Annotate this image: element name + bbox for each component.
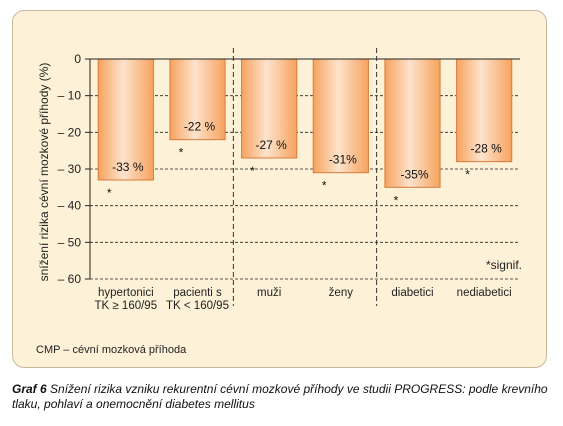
x-category-label: nediabetici bbox=[457, 287, 512, 299]
y-tick-label: – 60 bbox=[58, 272, 82, 286]
bar-value-label: -31% bbox=[329, 153, 357, 167]
bar bbox=[384, 58, 441, 188]
bar-value-label: -33 % bbox=[112, 160, 144, 174]
bar-value-label: -28 % bbox=[470, 142, 502, 156]
x-category-label: TK ≥ 160/95 bbox=[95, 300, 158, 312]
significance-star: * bbox=[250, 164, 255, 178]
significance-star: * bbox=[394, 193, 399, 207]
bars: -33 %*-22 %*-27 %*-31%*-35%*-28 %* bbox=[97, 58, 513, 207]
significance-star: * bbox=[465, 168, 470, 182]
caption-text: Snížení rizika vzniku rekurentní cévní m… bbox=[12, 382, 548, 411]
y-tick-label: – 40 bbox=[58, 199, 82, 213]
y-tick-label: – 20 bbox=[58, 125, 82, 139]
significance-star: * bbox=[322, 179, 327, 193]
bar bbox=[312, 58, 369, 174]
caption-label: Graf 6 bbox=[12, 382, 47, 396]
grid-lines bbox=[90, 95, 520, 280]
x-category-label: diabetici bbox=[391, 287, 433, 299]
bar bbox=[456, 58, 513, 163]
bar-value-label: -22 % bbox=[184, 120, 216, 134]
x-category-label: ženy bbox=[329, 287, 354, 299]
significance-star: * bbox=[107, 186, 112, 200]
y-tick-label: – 50 bbox=[58, 235, 82, 249]
x-category-label: TK < 160/95 bbox=[166, 300, 229, 312]
bar-value-label: -27 % bbox=[255, 138, 287, 152]
bar bbox=[169, 58, 226, 141]
y-tick-label: 0 bbox=[74, 52, 81, 66]
y-tick-label: – 30 bbox=[58, 162, 82, 176]
significance-note: *signif. bbox=[486, 258, 522, 272]
bar-value-label: -35% bbox=[400, 167, 428, 181]
footnote: CMP – cévní mozková příhoda bbox=[36, 344, 187, 356]
x-category-label: hypertonici bbox=[98, 287, 154, 299]
y-tick-label: – 10 bbox=[58, 89, 82, 103]
x-category-label: muži bbox=[257, 287, 281, 299]
figure-caption: Graf 6 Snížení rizika vzniku rekurentní … bbox=[12, 382, 552, 412]
bar bbox=[241, 58, 298, 159]
y-axis-label: snížení rizika cévní mozkové příhody (%) bbox=[37, 63, 51, 282]
significance-star: * bbox=[179, 146, 184, 160]
x-category-label: pacienti s bbox=[173, 287, 222, 299]
bar bbox=[97, 58, 154, 181]
